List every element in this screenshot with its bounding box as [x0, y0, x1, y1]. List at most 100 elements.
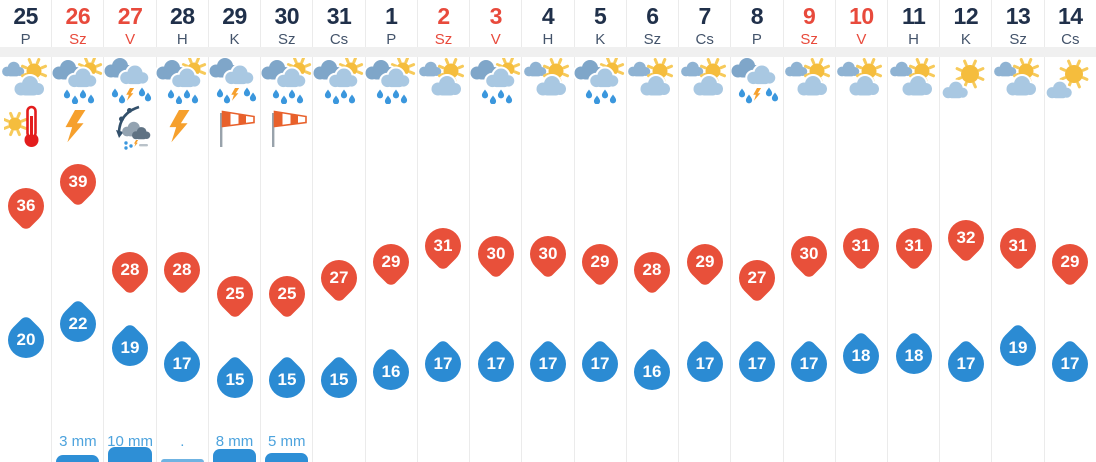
day-column[interactable]: 27 V 28 19 10 mm: [104, 0, 157, 462]
day-column[interactable]: 14 Cs 29 17: [1044, 0, 1096, 462]
min-temp-drop: 15: [313, 354, 365, 406]
day-column[interactable]: 3 V 30 17: [469, 0, 523, 462]
day-column[interactable]: 25 P 36 20: [0, 0, 53, 462]
day-column[interactable]: 28 H 28 17 .: [156, 0, 209, 462]
clouds-sun-rain-icon: [574, 58, 626, 104]
windsock-warning-icon: [265, 104, 309, 150]
sun-clouds-icon: [626, 58, 678, 104]
header-separator: [0, 47, 1096, 57]
min-temp-drop: 15: [209, 354, 261, 406]
max-temp-pin: 28: [104, 244, 156, 296]
day-abbrev: Cs: [1061, 31, 1080, 48]
sun-clouds-icon: [0, 58, 52, 104]
max-temp-value: 27: [329, 268, 349, 287]
min-temp-value: 15: [277, 370, 297, 389]
min-temp-value: 17: [1060, 354, 1080, 373]
max-temp-pin: 32: [940, 212, 992, 264]
date-label: 3: [489, 3, 503, 29]
date-label: 10: [849, 3, 874, 29]
date-label: 29: [222, 3, 247, 29]
min-temp-value: 17: [538, 354, 558, 373]
min-temp-drop: 17: [940, 338, 992, 390]
date-label: 12: [953, 3, 979, 29]
date-label: 11: [901, 3, 926, 29]
day-abbrev: H: [542, 31, 554, 48]
day-abbrev: H: [176, 31, 188, 48]
day-column[interactable]: 9 Sz 30 17: [783, 0, 836, 462]
max-temp-value: 29: [590, 252, 610, 271]
lightning-warning-icon: [160, 104, 204, 150]
day-column[interactable]: 4 H 30 17: [522, 0, 575, 462]
clouds-sun-rain-icon: [51, 58, 104, 104]
day-abbrev: K: [229, 31, 240, 48]
min-temp-drop: 22: [52, 298, 104, 350]
min-temp-value: 19: [1008, 338, 1028, 357]
day-column[interactable]: 11 H 31 18: [888, 0, 941, 462]
max-temp-value: 36: [16, 196, 36, 215]
day-column[interactable]: 5 K 29 17: [574, 0, 627, 462]
day-column[interactable]: 1 P 29 16: [365, 0, 418, 462]
day-column[interactable]: 7 Cs 29 17: [679, 0, 732, 462]
date-label: 28: [170, 3, 195, 29]
sun-clouds-icon: [522, 58, 574, 104]
day-column[interactable]: 8 P 27 17: [731, 0, 784, 462]
max-temp-value: 28: [172, 260, 192, 279]
max-temp-value: 32: [956, 228, 976, 247]
sun-clouds-icon: [992, 58, 1044, 104]
precip-amount-label: 10 mm: [107, 433, 153, 450]
day-column[interactable]: 12 K 32 17: [940, 0, 993, 462]
min-temp-drop: 17: [156, 338, 208, 390]
max-temp-value: 30: [486, 244, 506, 263]
max-temp-value: 28: [642, 260, 662, 279]
clouds-sun-rain-icon: [313, 58, 365, 104]
date-label: 5: [594, 3, 607, 29]
day-column[interactable]: 29 K 25 15 8 mm: [209, 0, 262, 462]
day-column[interactable]: 2 Sz 31 17: [418, 0, 471, 462]
min-temp-drop: 18: [835, 330, 887, 382]
date-label: 31: [326, 3, 352, 29]
max-temp-value: 25: [225, 284, 244, 303]
day-abbrev: Sz: [643, 31, 662, 48]
clouds-sun-rain-icon: [469, 58, 522, 104]
min-temp-drop: 17: [679, 338, 731, 390]
precip-bar: [212, 449, 257, 462]
sun-cloud-icon: [940, 58, 992, 104]
max-temp-pin: 27: [313, 252, 365, 304]
clouds-sun-rain-icon: [365, 58, 417, 104]
max-temp-value: 31: [1008, 236, 1028, 255]
max-temp-value: 28: [120, 260, 140, 279]
sun-clouds-icon: [679, 58, 731, 104]
max-temp-pin: 30: [470, 228, 522, 280]
clouds-rain-lightning-icon: [209, 58, 261, 104]
clouds-sun-rain-icon: [260, 58, 313, 104]
day-column[interactable]: 31 Cs 27 15: [313, 0, 366, 462]
day-column[interactable]: 6 Sz 28 16: [626, 0, 680, 462]
day-column[interactable]: 13 Sz 31 19: [992, 0, 1045, 462]
day-abbrev: V: [125, 31, 136, 48]
min-temp-value: 17: [747, 354, 767, 373]
precip-bar: [56, 455, 100, 462]
min-temp-value: 17: [799, 354, 819, 373]
day-column[interactable]: 10 V 31 18: [835, 0, 888, 462]
date-label: 6: [646, 3, 659, 29]
max-temp-pin: 29: [679, 236, 731, 288]
max-temp-pin: 31: [835, 220, 887, 272]
lightning-warning-icon: [56, 104, 100, 150]
date-label: 7: [698, 3, 712, 29]
day-column[interactable]: 30 Sz 25 15 5 mm: [260, 0, 314, 462]
windsock-warning-icon: [213, 104, 257, 150]
date-label: 25: [13, 3, 38, 29]
max-temp-pin: 29: [365, 236, 417, 288]
max-temp-pin: 30: [783, 228, 835, 280]
max-temp-pin: 25: [209, 268, 261, 320]
min-temp-value: 17: [486, 354, 506, 373]
day-abbrev: Sz: [434, 31, 453, 48]
day-column[interactable]: 26 Sz 39 22 3 mm: [51, 0, 105, 462]
min-temp-drop: 17: [1044, 338, 1096, 390]
precip-amount-label: 3 mm: [59, 433, 97, 450]
min-temp-drop: 18: [888, 330, 940, 382]
day-abbrev: Sz: [278, 31, 296, 48]
precip-bar: [108, 447, 152, 462]
min-temp-value: 17: [695, 354, 715, 373]
